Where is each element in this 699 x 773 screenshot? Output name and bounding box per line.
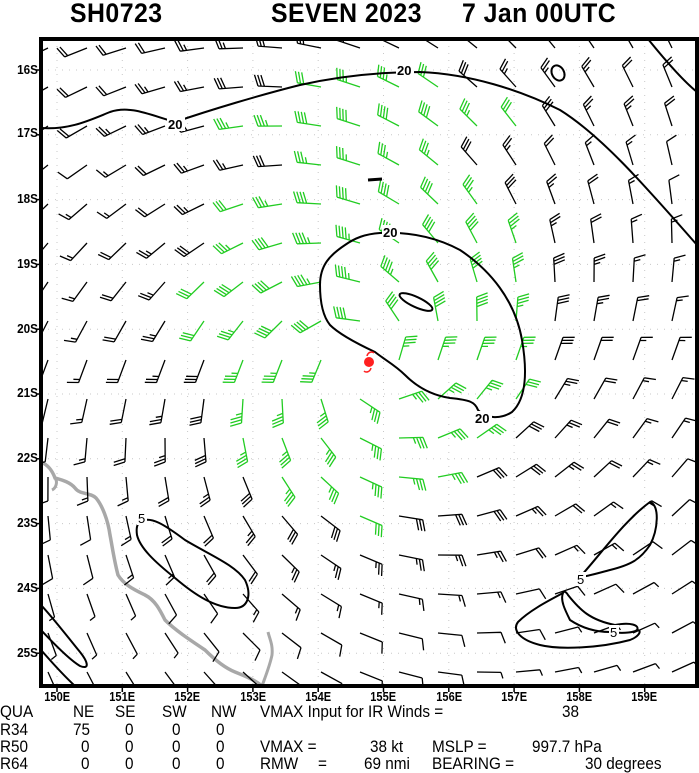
lat-label: 17S: [17, 125, 38, 140]
table-header-ne: NE: [73, 702, 95, 721]
storm-id: SH0723: [70, 0, 163, 28]
cell: 0: [125, 737, 134, 756]
lon-label: 152E: [174, 689, 201, 704]
lon-label: 150E: [44, 689, 71, 704]
table-header-sw: SW: [162, 702, 187, 721]
lon-label: 157E: [501, 689, 528, 704]
cell: 0: [172, 754, 181, 773]
coastline: [41, 460, 274, 686]
lat-label: 19S: [17, 256, 38, 271]
vmax-label: VMAX =: [260, 737, 317, 756]
contour-label: 20: [397, 63, 411, 78]
lon-label: 154E: [305, 689, 332, 704]
cell: 0: [125, 754, 134, 773]
lon-label: 159E: [631, 689, 658, 704]
vmax-value: 38 kt: [370, 737, 404, 756]
contour-label: 5: [138, 511, 145, 526]
lat-label: 25S: [17, 645, 38, 660]
lat-label: 21S: [17, 385, 38, 400]
analysis-datetime: 7 Jan 00UTC: [462, 0, 617, 28]
vmax-input-label: VMAX Input for IR Winds =: [260, 702, 444, 721]
rmw-value: 69 nmi: [364, 754, 410, 773]
lat-label: 20S: [17, 321, 38, 336]
contour-label: 5: [577, 572, 584, 587]
lon-label: 155E: [370, 689, 397, 704]
rmw-eq: =: [318, 754, 327, 773]
contour-label: 20: [475, 411, 489, 426]
cell: 0: [81, 737, 90, 756]
bearing-label: BEARING =: [432, 754, 515, 773]
rmw-label: RMW: [260, 754, 299, 773]
wind-contours: [41, 39, 697, 686]
table-header-qua: QUA: [0, 702, 34, 721]
lat-label: 22S: [17, 450, 38, 465]
tropical-cyclone-icon: [363, 351, 375, 373]
row-label: R34: [0, 720, 29, 739]
bearing-value: 30 degrees: [585, 754, 662, 773]
lon-label: 156E: [436, 689, 463, 704]
cell: 0: [216, 737, 225, 756]
contour-label: 20: [168, 117, 182, 132]
row-label: R50: [0, 737, 29, 756]
cell: 0: [172, 737, 181, 756]
lat-label: 23S: [17, 515, 38, 530]
cell: 0: [172, 720, 181, 739]
lat-label: 18S: [17, 191, 38, 206]
lat-label: 24S: [17, 580, 38, 595]
lon-label: 151E: [109, 689, 136, 704]
wind-barbs: [41, 39, 697, 686]
table-header-se: SE: [115, 702, 136, 721]
axis-ticks: [36, 69, 646, 692]
cell: 0: [216, 754, 225, 773]
row-label: R64: [0, 754, 29, 773]
cell: 0: [216, 720, 225, 739]
lon-label: 153E: [240, 689, 267, 704]
cell: 75: [73, 720, 91, 739]
lat-label: 16S: [17, 62, 38, 77]
mslp-label: MSLP =: [432, 737, 487, 756]
lon-label: 158E: [566, 689, 593, 704]
contour-label: 5: [610, 625, 617, 640]
cell: 0: [125, 720, 134, 739]
contour-label: 20: [383, 225, 397, 240]
mslp-value: 997.7 hPa: [532, 737, 602, 756]
table-header-nw: NW: [211, 702, 237, 721]
vmax-input-value: 38: [562, 702, 580, 721]
storm-name-year: SEVEN 2023: [271, 0, 422, 28]
cell: 0: [81, 754, 90, 773]
